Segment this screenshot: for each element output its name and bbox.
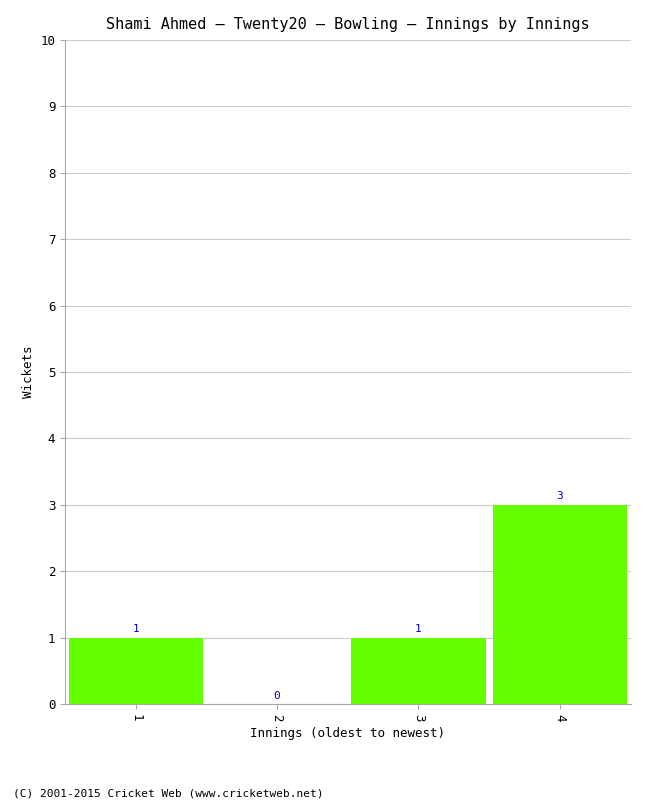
Text: 1: 1 [133, 624, 139, 634]
Bar [493, 505, 627, 704]
Title: Shami Ahmed – Twenty20 – Bowling – Innings by Innings: Shami Ahmed – Twenty20 – Bowling – Innin… [106, 17, 590, 32]
Bar [68, 638, 203, 704]
Bar [351, 638, 486, 704]
X-axis label: Innings (oldest to newest): Innings (oldest to newest) [250, 726, 445, 740]
Text: 1: 1 [415, 624, 422, 634]
Text: 3: 3 [556, 491, 563, 502]
Text: 0: 0 [274, 690, 280, 701]
Text: (C) 2001-2015 Cricket Web (www.cricketweb.net): (C) 2001-2015 Cricket Web (www.cricketwe… [13, 788, 324, 798]
Y-axis label: Wickets: Wickets [21, 346, 34, 398]
